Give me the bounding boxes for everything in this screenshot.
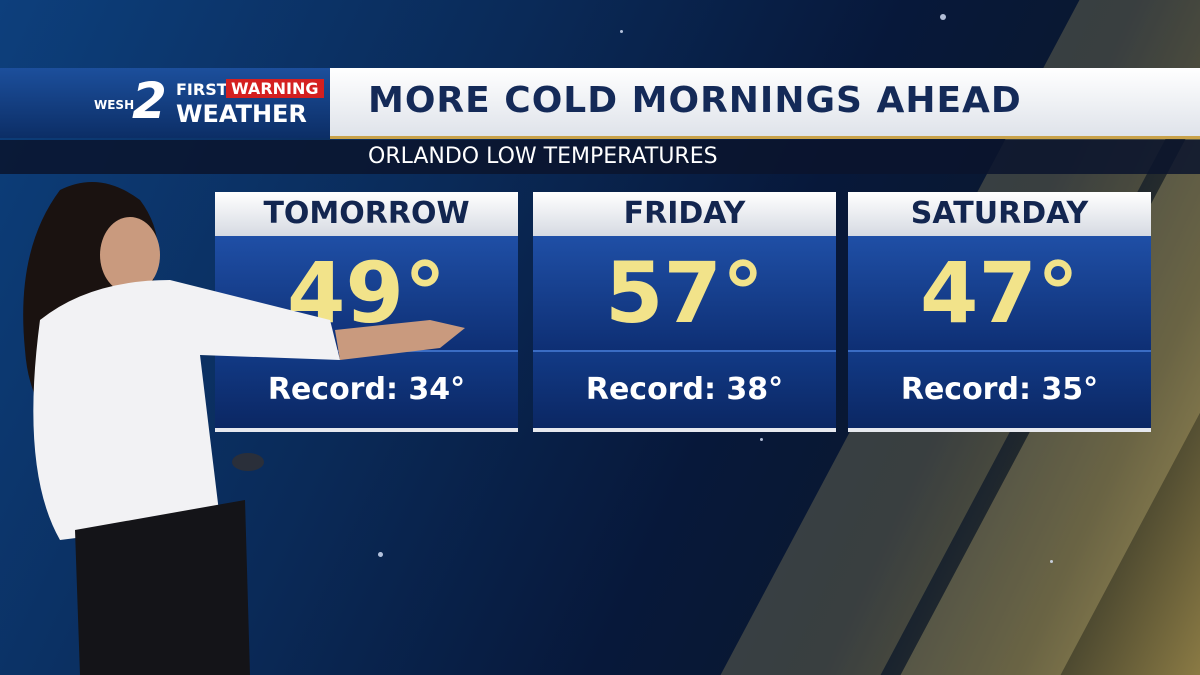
station-logo: WESH 2 FIRST WARNING WEATHER	[0, 68, 340, 138]
day: FRIDAY	[533, 192, 836, 236]
star	[940, 14, 946, 20]
subtitle-bar: ORLANDO LOW TEMPERATURES	[0, 140, 1200, 174]
presenter-face	[100, 217, 160, 293]
record: Record: 35°	[848, 352, 1151, 432]
station-name: WESH	[94, 98, 135, 112]
title: MORE COLD MORNINGS AHEAD	[368, 80, 1022, 121]
low-temp: 47°	[848, 236, 1151, 352]
title-banner: MORE COLD MORNINGS AHEAD	[330, 68, 1200, 139]
low-temp: 57°	[533, 236, 836, 352]
star	[620, 30, 623, 33]
record: Record: 38°	[533, 352, 836, 432]
day: TOMORROW	[215, 192, 518, 236]
forecast-card: SATURDAY 47° Record: 35°	[848, 192, 1151, 432]
star	[1050, 560, 1053, 563]
record: Record: 34°	[215, 352, 518, 432]
presenter-hand	[335, 320, 465, 360]
presenter	[23, 182, 465, 675]
star	[760, 438, 763, 441]
brand-first: FIRST	[176, 80, 228, 99]
channel-number: 2	[132, 72, 167, 130]
presenter-top	[33, 280, 340, 540]
day: SATURDAY	[848, 192, 1151, 236]
brand-warning: WARNING	[226, 79, 324, 98]
brand-weather: WEATHER	[176, 100, 307, 128]
forecast-card: FRIDAY 57° Record: 38°	[533, 192, 836, 432]
presenter-pants	[75, 500, 250, 675]
clicker	[232, 453, 264, 471]
subtitle: ORLANDO LOW TEMPERATURES	[368, 144, 718, 169]
star	[378, 552, 383, 557]
